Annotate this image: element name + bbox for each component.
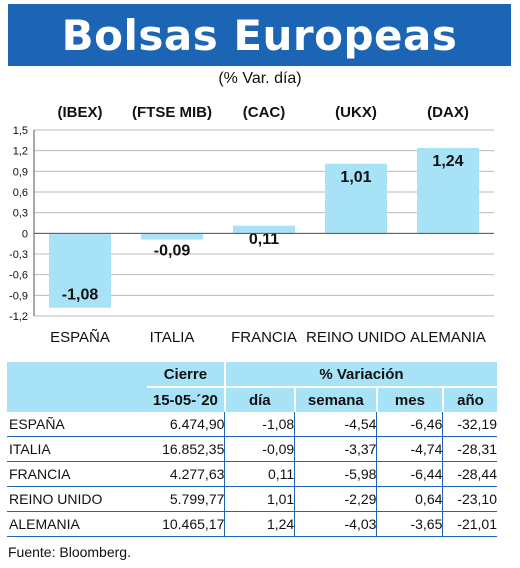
header-mes: mes: [375, 386, 443, 412]
table-header-row: Cierre % Variación: [7, 362, 497, 387]
y-tick-label: -0,9: [9, 290, 28, 302]
cell-cierre: 10.465,17: [146, 511, 225, 537]
bar: [325, 163, 387, 234]
index-label: (UKX): [335, 104, 377, 121]
y-tick-label: 0: [22, 228, 28, 240]
cell-dia: -1,08: [224, 412, 295, 437]
cell-mes: 0,64: [376, 486, 443, 512]
x-tick-label: REINO UNIDO: [306, 329, 406, 346]
data-label: -1,08: [62, 287, 99, 304]
y-tick-label: 1,5: [13, 125, 28, 137]
index-label: (DAX): [427, 104, 469, 121]
data-label: 1,24: [432, 153, 463, 170]
cell-cierre: 4.277,63: [146, 461, 225, 487]
cell-ano: -23,10: [442, 486, 497, 512]
cell-cierre: 6.474,90: [146, 412, 225, 437]
data-label: 0,11: [249, 231, 279, 248]
table-row: FRANCIA 4.277,63 0,11 -5,98 -6,44 -28,44: [7, 461, 497, 487]
y-tick-label: -1,2: [9, 311, 28, 323]
cell-dia: -0,09: [224, 436, 295, 462]
cell-semana: -4,03: [294, 511, 377, 537]
index-label: (FTSE MIB): [132, 104, 212, 121]
y-tick-label: -0,6: [9, 270, 28, 282]
cell-dia: 0,11: [224, 461, 295, 487]
bar: [141, 233, 203, 240]
cell-name: ITALIA: [7, 436, 147, 462]
header-cierre: Cierre: [146, 362, 225, 387]
cell-ano: -32,19: [442, 412, 497, 437]
header-date: 15-05-´20: [146, 386, 225, 412]
cell-dia: 1,01: [224, 486, 295, 512]
bar: [49, 233, 111, 308]
data-label: -0,09: [154, 243, 191, 260]
title-banner: Bolsas Europeas: [8, 4, 511, 66]
cell-mes: -6,46: [376, 412, 443, 437]
header-semana: semana: [293, 386, 377, 412]
table-row: ESPAÑA 6.474,90 -1,08 -4,54 -6,46 -32,19: [7, 412, 497, 437]
bar-chart: -1,2 -0,9 -0,6 -0,3 0 0,3 0,6 0,9 1,2 1,5 -1,08 (IB…: [9, 104, 494, 346]
cell-semana: -5,98: [294, 461, 377, 487]
y-tick-label: 0,9: [13, 166, 28, 178]
y-tick-label: 0,3: [13, 208, 28, 220]
y-tick-label: 0,6: [13, 187, 28, 199]
header-ano: año: [441, 386, 497, 412]
chart-subtitle: (% Var. día): [218, 70, 302, 87]
cell-semana: -2,29: [294, 486, 377, 512]
data-label: 1,01: [340, 169, 371, 186]
table-row: ALEMANIA 10.465,17 1,24 -4,03 -3,65 -21,01: [7, 511, 497, 537]
header-dia: día: [223, 386, 295, 412]
x-tick-label: ITALIA: [150, 329, 195, 346]
cell-mes: -4,74: [376, 436, 443, 462]
cell-name: ESPAÑA: [7, 412, 147, 437]
x-tick-label: FRANCIA: [231, 329, 297, 346]
cell-ano: -28,31: [442, 436, 497, 462]
cell-ano: -21,01: [442, 511, 497, 537]
quotes-table: Cierre % Variación 15-05-´20 día semana …: [7, 362, 497, 537]
x-tick-label: ALEMANIA: [410, 329, 486, 346]
cell-name: FRANCIA: [7, 461, 147, 487]
index-label: (CAC): [243, 104, 286, 121]
header-variacion: % Variación: [223, 362, 497, 387]
cell-semana: -3,37: [294, 436, 377, 462]
bar: [233, 225, 295, 234]
y-tick-label: -0,3: [9, 249, 28, 261]
bar: [417, 147, 479, 234]
cell-name: REINO UNIDO: [7, 486, 147, 512]
cell-dia: 1,24: [224, 511, 295, 537]
cell-ano: -28,44: [442, 461, 497, 487]
table-row: ITALIA 16.852,35 -0,09 -3,37 -4,74 -28,31: [7, 436, 497, 462]
cell-semana: -4,54: [294, 412, 377, 437]
cell-cierre: 5.799,77: [146, 486, 225, 512]
x-tick-label: ESPAÑA: [50, 329, 110, 346]
table-subheader-row: 15-05-´20 día semana mes año: [7, 386, 497, 412]
cell-name: ALEMANIA: [7, 511, 147, 537]
y-tick-label: 1,2: [13, 146, 28, 158]
table-row: REINO UNIDO 5.799,77 1,01 -2,29 0,64 -23,10: [7, 486, 497, 512]
source-note: Fuente: Bloomberg.: [8, 544, 131, 560]
cell-cierre: 16.852,35: [146, 436, 225, 462]
cell-mes: -6,44: [376, 461, 443, 487]
cell-mes: -3,65: [376, 511, 443, 537]
page-title: Bolsas Europeas: [61, 10, 458, 60]
index-label: (IBEX): [58, 104, 103, 121]
